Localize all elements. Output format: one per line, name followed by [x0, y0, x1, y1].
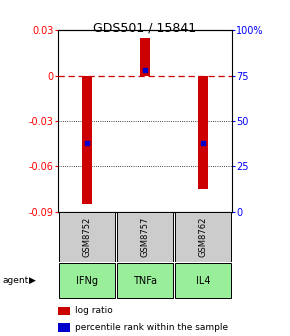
Bar — [59, 263, 115, 298]
Text: GSM8757: GSM8757 — [140, 217, 150, 257]
Bar — [198, 76, 208, 189]
Bar — [175, 212, 231, 261]
Text: GDS501 / 15841: GDS501 / 15841 — [93, 22, 197, 35]
Bar — [140, 38, 150, 76]
Text: GSM8752: GSM8752 — [82, 217, 92, 257]
Bar — [175, 263, 231, 298]
Bar — [117, 263, 173, 298]
Text: agent: agent — [3, 276, 29, 285]
Text: IL4: IL4 — [196, 276, 210, 286]
Text: log ratio: log ratio — [75, 306, 113, 315]
Text: ▶: ▶ — [29, 276, 36, 285]
Bar — [59, 212, 115, 261]
Bar — [82, 76, 92, 204]
Text: IFNg: IFNg — [76, 276, 98, 286]
Text: TNFa: TNFa — [133, 276, 157, 286]
Text: percentile rank within the sample: percentile rank within the sample — [75, 323, 229, 332]
Bar — [117, 212, 173, 261]
Text: GSM8762: GSM8762 — [198, 217, 208, 257]
